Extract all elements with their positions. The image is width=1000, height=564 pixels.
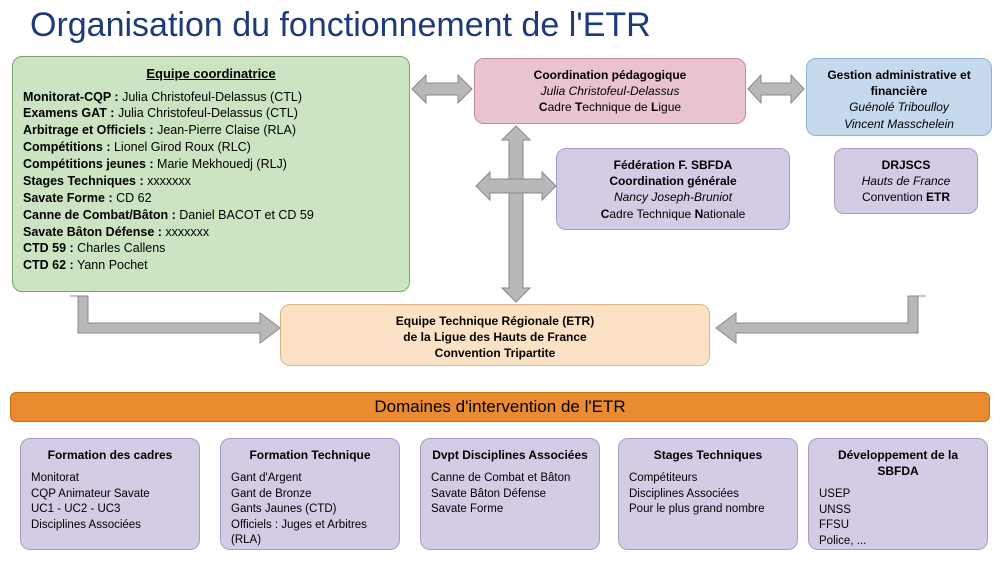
domain-item: Compétiteurs (629, 471, 787, 487)
coord-row: Monitorat-CQP : Julia Christofeul-Delass… (23, 89, 399, 106)
coord-row: Canne de Combat/Bâton : Daniel BACOT et … (23, 207, 399, 224)
domain-item: UNSS (819, 503, 977, 519)
arrow-pedag-gestion (748, 72, 804, 106)
drjscs-box: DRJSCS Hauts de France Convention ETR (834, 148, 978, 214)
domain-item: FFSU (819, 518, 977, 534)
equipe-coordinatrice-box: Equipe coordinatrice Monitorat-CQP : Jul… (12, 56, 410, 292)
pedag-line3: Cadre Technique de Ligue (485, 99, 735, 115)
domain-item: Pour le plus grand nombre (629, 502, 787, 518)
domain-dvpt-disciplines: Dvpt Disciplines Associées Canne de Comb… (420, 438, 600, 550)
domain-stages-techniques: Stages Techniques CompétiteursDiscipline… (618, 438, 798, 550)
coord-header: Equipe coordinatrice (23, 65, 399, 83)
domain-item: Savate Bâton Défense (431, 487, 589, 503)
fede-line1: Fédération F. SBFDA (567, 157, 779, 173)
page-title: Organisation du fonctionnement de l'ETR (30, 6, 651, 45)
coord-row: Compétitions jeunes : Marie Mekhouedj (R… (23, 156, 399, 173)
domaines-header: Domaines d'intervention de l'ETR (10, 392, 990, 422)
domain-formation-technique: Formation Technique Gant d'ArgentGant de… (220, 438, 400, 550)
domain-item: Gants Jaunes (CTD) (231, 502, 389, 518)
coord-row: Arbitrage et Officiels : Jean-Pierre Cla… (23, 122, 399, 139)
domain-item: Gant d'Argent (231, 471, 389, 487)
gestion-admin-box: Gestion administrative et financière Gué… (806, 58, 992, 136)
gestion-line1: Gestion administrative et financière (817, 67, 981, 99)
domain-item: Monitorat (31, 471, 189, 487)
drjscs-line1: DRJSCS (845, 157, 967, 173)
domain-item: Savate Forme (431, 502, 589, 518)
coord-row: Examens GAT : Julia Christofeul-Delassus… (23, 105, 399, 122)
fede-line2: Coordination générale (567, 173, 779, 189)
etr-line1: Equipe Technique Régionale (ETR) (291, 313, 699, 329)
domain-item: Officiels : Juges et Arbitres (RLA) (231, 518, 389, 549)
etr-line3: Convention Tripartite (291, 345, 699, 361)
fede-line3: Nancy Joseph-Bruniot (567, 189, 779, 205)
coord-row: CTD 59 : Charles Callens (23, 240, 399, 257)
coord-row: CTD 62 : Yann Pochet (23, 257, 399, 274)
gestion-line3: Vincent Masschelein (817, 116, 981, 132)
pedag-line2: Julia Christofeul-Delassus (485, 83, 735, 99)
coordination-pedagogique-box: Coordination pédagogique Julia Christofe… (474, 58, 746, 124)
drjscs-line2: Hauts de France (845, 173, 967, 189)
arrow-drjscs-etr (716, 296, 926, 346)
domain-item: CQP Animateur Savate (31, 487, 189, 503)
domain-dev-sbfda: Développement de la SBFDA USEPUNSSFFSUPo… (808, 438, 988, 550)
etr-box: Equipe Technique Régionale (ETR) de la L… (280, 304, 710, 366)
arrow-coord-etr (70, 296, 280, 346)
domain-item: Gant de Bronze (231, 487, 389, 503)
gestion-line2: Guénolé Triboulloy (817, 99, 981, 115)
domain-item: Disciplines Associées (31, 518, 189, 534)
etr-line2: de la Ligue des Hauts de France (291, 329, 699, 345)
arrow-cross (476, 126, 566, 302)
coord-row: Compétitions : Lionel Girod Roux (RLC) (23, 139, 399, 156)
coord-row: Savate Forme : CD 62 (23, 190, 399, 207)
domain-item: UC1 - UC2 - UC3 (31, 502, 189, 518)
drjscs-line3: Convention ETR (845, 189, 967, 205)
domain-item: USEP (819, 487, 977, 503)
domain-item: Disciplines Associées (629, 487, 787, 503)
domain-item: Police, ... (819, 534, 977, 550)
coord-row: Savate Bâton Défense : xxxxxxx (23, 224, 399, 241)
arrow-coord-pedag (412, 72, 472, 106)
coord-row: Stages Techniques : xxxxxxx (23, 173, 399, 190)
federation-box: Fédération F. SBFDA Coordination général… (556, 148, 790, 230)
fede-line4: Cadre Technique Nationale (567, 206, 779, 222)
domain-formation-cadres: Formation des cadres MonitoratCQP Animat… (20, 438, 200, 550)
domain-item: Canne de Combat et Bâton (431, 471, 589, 487)
pedag-line1: Coordination pédagogique (485, 67, 735, 83)
